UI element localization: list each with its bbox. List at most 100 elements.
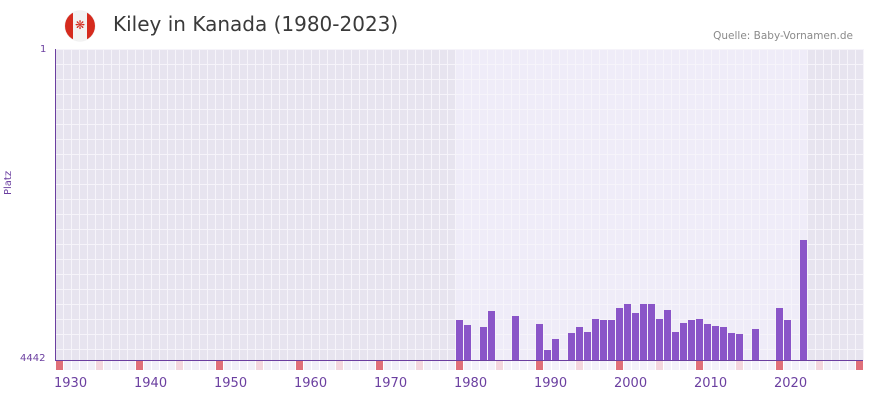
bar-1998[interactable]	[600, 320, 607, 360]
bar-2013[interactable]	[720, 327, 727, 360]
year-marker	[432, 361, 439, 370]
year-marker	[216, 361, 223, 370]
grid-line	[55, 139, 863, 140]
bar-2005[interactable]	[656, 319, 663, 360]
bar-1983[interactable]	[480, 327, 487, 360]
year-marker	[592, 361, 599, 370]
bar-1992[interactable]	[552, 338, 559, 360]
year-marker	[720, 361, 727, 370]
grid-line	[455, 49, 456, 360]
bar-2017[interactable]	[752, 329, 759, 360]
grid-line	[255, 49, 256, 360]
bar-1984[interactable]	[488, 311, 495, 360]
bar-2009[interactable]	[688, 320, 695, 360]
bar-2003[interactable]	[640, 303, 647, 360]
bar-2002[interactable]	[632, 313, 639, 360]
year-marker	[840, 361, 847, 370]
grid-line	[607, 49, 608, 360]
year-marker	[200, 361, 207, 370]
year-marker	[208, 361, 215, 370]
bar-1990[interactable]	[536, 324, 543, 360]
year-marker	[776, 361, 783, 370]
year-marker	[552, 361, 559, 370]
year-marker	[72, 361, 79, 370]
year-marker	[800, 361, 807, 370]
bar-1991[interactable]	[544, 350, 551, 360]
year-marker	[512, 361, 519, 370]
grid-line	[199, 49, 200, 360]
bar-1997[interactable]	[592, 319, 599, 360]
bar-1999[interactable]	[608, 320, 615, 360]
grid-line	[55, 94, 863, 95]
grid-line	[655, 49, 656, 360]
grid-line	[559, 49, 560, 360]
grid-line	[863, 49, 864, 360]
grid-line	[783, 49, 784, 360]
x-tick-label: 1980	[454, 376, 488, 391]
grid-line	[55, 199, 863, 200]
bar-1980[interactable]	[456, 320, 463, 360]
bar-2012[interactable]	[712, 326, 719, 360]
grid-line	[391, 49, 392, 360]
x-tick-label: 1960	[294, 376, 328, 391]
grid-line	[207, 49, 208, 360]
x-tick-label: 1970	[374, 376, 408, 391]
bar-1981[interactable]	[464, 325, 471, 360]
bar-2011[interactable]	[704, 324, 711, 360]
bar-2015[interactable]	[736, 334, 743, 360]
grid-line	[439, 49, 440, 360]
grid-line	[143, 49, 144, 360]
bar-2006[interactable]	[664, 309, 671, 360]
year-marker	[688, 361, 695, 370]
year-marker	[264, 361, 271, 370]
bar-1995[interactable]	[576, 327, 583, 360]
grid-line	[591, 49, 592, 360]
grid-line	[311, 49, 312, 360]
year-marker	[536, 361, 543, 370]
grid-line	[223, 49, 224, 360]
bar-2001[interactable]	[624, 303, 631, 360]
year-marker	[792, 361, 799, 370]
x-axis-line	[55, 360, 863, 361]
bar-1994[interactable]	[568, 333, 575, 360]
source-link[interactable]: Quelle: Baby-Vornamen.de	[713, 30, 853, 42]
year-marker	[824, 361, 831, 370]
year-marker	[56, 361, 63, 370]
grid-line	[543, 49, 544, 360]
grid-line	[447, 49, 448, 360]
bar-2000[interactable]	[616, 308, 623, 360]
bar-2008[interactable]	[680, 323, 687, 360]
bar-2004[interactable]	[648, 303, 655, 360]
bar-1996[interactable]	[584, 331, 591, 360]
grid-line	[407, 49, 408, 360]
year-marker	[672, 361, 679, 370]
year-marker	[752, 361, 759, 370]
canada-flag-icon: ❋	[65, 11, 95, 41]
grid-line	[343, 49, 344, 360]
grid-line	[279, 49, 280, 360]
bar-2023[interactable]	[800, 240, 807, 360]
grid-line	[767, 49, 768, 360]
x-tick-label: 2020	[774, 376, 808, 391]
grid-line	[175, 49, 176, 360]
year-marker	[328, 361, 335, 370]
year-marker	[152, 361, 159, 370]
grid-line	[623, 49, 624, 360]
bar-2020[interactable]	[776, 308, 783, 360]
y-axis-line	[55, 49, 56, 361]
bar-2010[interactable]	[696, 319, 703, 360]
grid-line	[55, 304, 863, 305]
bar-1987[interactable]	[512, 316, 519, 360]
grid-line	[551, 49, 552, 360]
year-marker	[144, 361, 151, 370]
bar-2021[interactable]	[784, 320, 791, 360]
x-tick-label: 1950	[214, 376, 248, 391]
bar-2014[interactable]	[728, 333, 735, 360]
year-marker	[696, 361, 703, 370]
grid-line	[775, 49, 776, 360]
year-marker	[856, 361, 863, 370]
year-marker	[832, 361, 839, 370]
year-marker	[320, 361, 327, 370]
year-marker	[448, 361, 455, 370]
bar-2007[interactable]	[672, 331, 679, 360]
